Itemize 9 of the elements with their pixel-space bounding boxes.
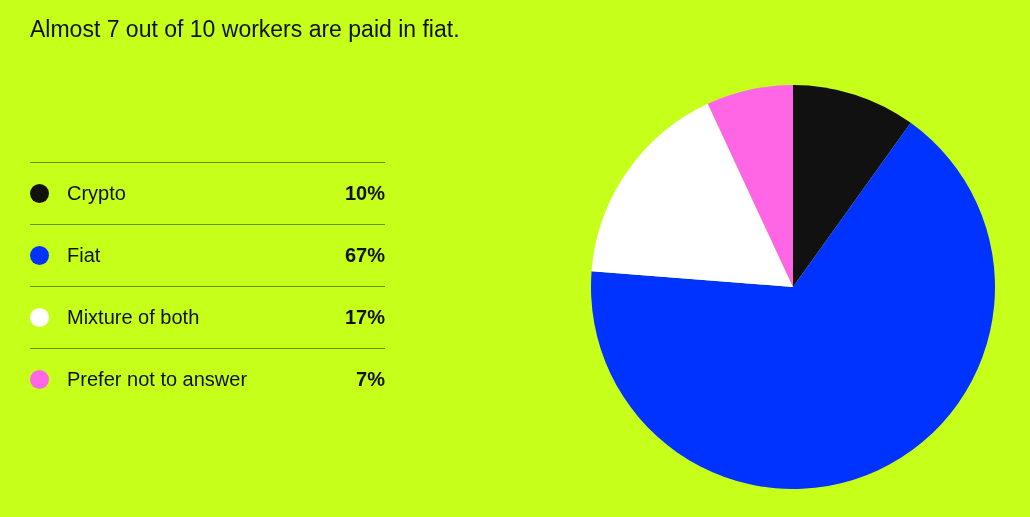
legend-label: Crypto (67, 182, 127, 205)
data-label: 10% (344, 182, 385, 205)
data-label: 7% (356, 368, 385, 391)
legend-label: Mixture of both (67, 306, 201, 329)
data-label: 67% (344, 244, 385, 267)
legend-label: Prefer not to answer (67, 368, 249, 391)
data-label: 17% (344, 306, 385, 329)
chart-title: Almost 7 out of 10 workers are paid in fiat. (30, 16, 460, 43)
legend-label: Fiat (67, 244, 102, 267)
